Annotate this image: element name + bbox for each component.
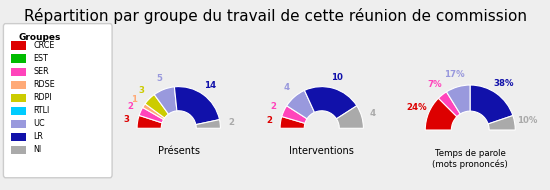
Wedge shape (305, 87, 357, 119)
FancyBboxPatch shape (11, 41, 26, 50)
Text: 10%: 10% (517, 116, 537, 125)
Text: 4: 4 (284, 83, 290, 93)
Text: 2: 2 (127, 102, 133, 111)
Wedge shape (425, 98, 457, 130)
Text: LR: LR (34, 132, 43, 141)
Wedge shape (282, 106, 307, 123)
Text: 17%: 17% (444, 70, 465, 79)
Wedge shape (337, 106, 364, 128)
Text: 2: 2 (270, 102, 276, 111)
Wedge shape (196, 120, 221, 128)
FancyBboxPatch shape (11, 107, 26, 115)
Text: Interventions: Interventions (289, 146, 354, 156)
Wedge shape (287, 90, 315, 119)
Text: Présents: Présents (158, 146, 200, 156)
Wedge shape (174, 87, 219, 125)
Wedge shape (447, 85, 470, 114)
Text: EST: EST (34, 54, 48, 63)
Text: 5: 5 (157, 74, 163, 83)
Text: Temps de parole
(mots prononcés): Temps de parole (mots prononcés) (432, 149, 508, 169)
Text: 24%: 24% (406, 104, 427, 112)
Text: RDPI: RDPI (34, 93, 52, 102)
Text: 38%: 38% (493, 79, 514, 88)
Text: NI: NI (34, 145, 42, 154)
Text: 4: 4 (370, 109, 376, 118)
Text: SER: SER (34, 67, 50, 76)
FancyBboxPatch shape (11, 81, 26, 89)
Text: 1: 1 (131, 95, 137, 104)
Wedge shape (145, 95, 168, 118)
FancyBboxPatch shape (3, 24, 112, 178)
Text: 14: 14 (204, 81, 216, 90)
Wedge shape (280, 116, 305, 128)
FancyBboxPatch shape (11, 67, 26, 76)
FancyBboxPatch shape (11, 55, 26, 63)
Wedge shape (139, 107, 163, 123)
Wedge shape (438, 92, 460, 117)
FancyBboxPatch shape (11, 133, 26, 141)
Text: RDSE: RDSE (34, 80, 56, 89)
Wedge shape (142, 104, 164, 120)
FancyBboxPatch shape (11, 120, 26, 128)
Text: 3: 3 (138, 86, 144, 95)
Text: RTLI: RTLI (34, 106, 50, 115)
Wedge shape (154, 87, 177, 114)
FancyBboxPatch shape (11, 146, 26, 154)
Text: 3: 3 (123, 116, 129, 124)
Text: 10: 10 (331, 73, 343, 82)
Wedge shape (137, 115, 162, 128)
Text: CRCE: CRCE (34, 41, 55, 50)
Text: 7%: 7% (427, 80, 442, 89)
Text: 2: 2 (266, 116, 272, 125)
Text: 2: 2 (229, 118, 235, 127)
Wedge shape (470, 85, 513, 124)
FancyBboxPatch shape (11, 94, 26, 102)
Wedge shape (488, 116, 515, 130)
Text: UC: UC (34, 119, 45, 128)
Text: Groupes: Groupes (18, 32, 60, 42)
Text: Répartition par groupe du travail de cette réunion de commission: Répartition par groupe du travail de cet… (24, 8, 526, 24)
